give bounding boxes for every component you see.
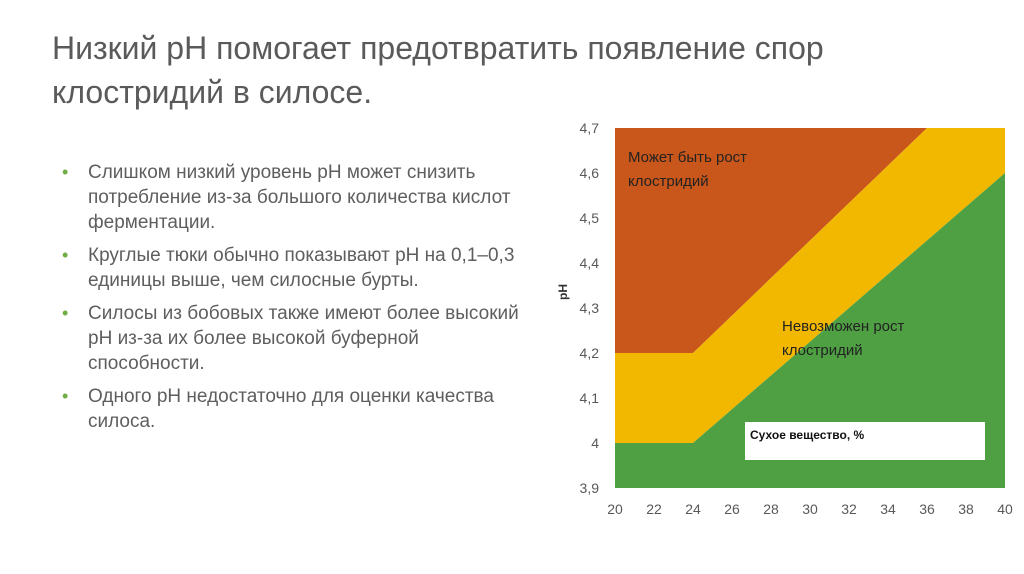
x-tick-label: 40 (997, 501, 1013, 517)
bullet-dot-icon: • (62, 386, 69, 406)
y-axis-ticks: 3,9 4 4,1 4,2 4,3 4,4 4,5 4,6 4,7 (580, 120, 600, 496)
x-tick-label: 22 (646, 501, 662, 517)
y-tick-label: 4,1 (580, 390, 600, 406)
region-safe (615, 173, 1005, 488)
y-tick-label: 3,9 (580, 480, 600, 496)
x-tick-label: 36 (919, 501, 935, 517)
x-axis-ticks: 20 22 24 26 28 30 32 34 36 38 40 (607, 501, 1013, 517)
bullet-item: • Круглые тюки обычно показывают pH на 0,… (62, 243, 522, 293)
ph-dry-matter-chart: 3,9 4 4,1 4,2 4,3 4,4 4,5 4,6 4,7 20 22 24 26 28 30 32… (556, 120, 1013, 517)
region-label-safe-line1: Невозможен рост (782, 318, 905, 335)
bullet-item: • Силосы из бобовых также имеют более выс… (62, 301, 522, 376)
chart-regions (615, 128, 1005, 488)
x-axis-label-box (745, 422, 985, 460)
slide-title-line2: клостридий в силосе. (52, 74, 373, 110)
x-tick-label: 32 (841, 501, 857, 517)
x-tick-label: 38 (958, 501, 974, 517)
y-tick-label: 4,2 (580, 345, 600, 361)
x-tick-label: 30 (802, 501, 818, 517)
y-tick-label: 4,7 (580, 120, 600, 136)
region-transition (615, 128, 1005, 443)
x-tick-label: 34 (880, 501, 896, 517)
bullet-dot-icon: • (62, 245, 69, 265)
slide-title: Низкий pH помогает предотвратить появлен… (52, 26, 992, 114)
bullet-list: • Слишком низкий уровень pH может снизить… (62, 160, 522, 442)
bullet-dot-icon: • (62, 303, 69, 323)
y-axis-label: pH (556, 284, 570, 300)
bullet-text: Силосы из бобовых также имеют более высо… (88, 303, 519, 374)
x-tick-label: 28 (763, 501, 779, 517)
bullet-item: • Слишком низкий уровень pH может снизить… (62, 160, 522, 235)
bullet-item: • Одного pH недостаточно для оценки качес… (62, 384, 522, 434)
region-label-danger-line2: клостридий (628, 173, 709, 190)
y-tick-label: 4,3 (580, 300, 600, 316)
y-tick-label: 4,4 (580, 255, 600, 271)
bullet-dot-icon: • (62, 162, 69, 182)
bullet-text: Слишком низкий уровень pH может снизить … (88, 162, 511, 233)
x-tick-label: 24 (685, 501, 701, 517)
bullet-text: Круглые тюки обычно показывают pH на 0,1… (88, 245, 515, 291)
y-tick-label: 4 (591, 435, 599, 451)
x-tick-label: 20 (607, 501, 623, 517)
y-tick-label: 4,5 (580, 210, 600, 226)
region-label-danger-line1: Может быть рост (628, 149, 747, 166)
x-axis-label: Сухое вещество, % (750, 428, 865, 442)
slide-title-line1: Низкий pH помогает предотвратить появлен… (52, 30, 824, 66)
y-tick-label: 4,6 (580, 165, 600, 181)
x-tick-label: 26 (724, 501, 740, 517)
region-label-safe-line2: клостридий (782, 342, 863, 359)
bullet-text: Одного pH недостаточно для оценки качест… (88, 386, 494, 432)
